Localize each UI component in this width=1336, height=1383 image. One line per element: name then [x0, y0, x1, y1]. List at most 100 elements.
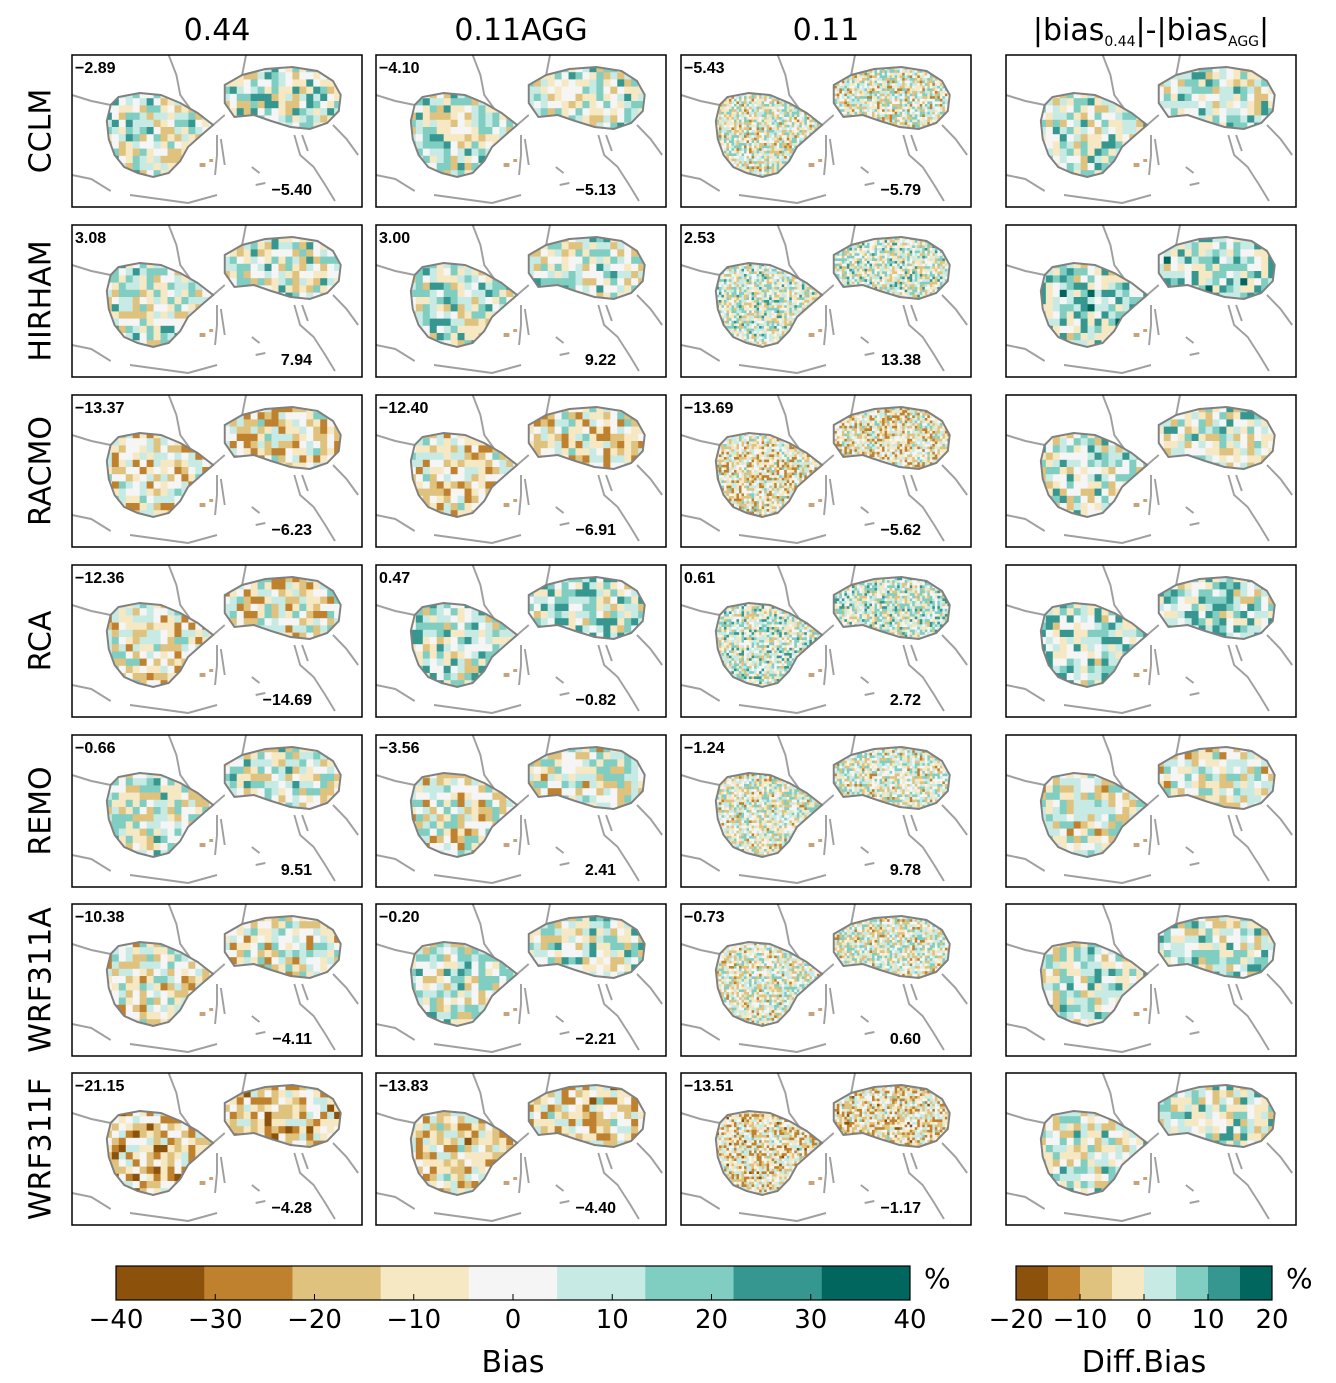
grid-cell: [195, 177, 202, 185]
grid-cell: [741, 156, 745, 159]
grid-cell: [313, 72, 321, 80]
grid-cell: [1170, 101, 1178, 109]
grid-cell: [1184, 79, 1192, 87]
grid-cell: [111, 340, 120, 347]
grid-cell: [884, 78, 888, 81]
grid-cell: [816, 145, 820, 149]
grid-cell: [875, 130, 878, 133]
grid-cell: [794, 96, 798, 100]
grid-cell: [791, 132, 795, 136]
grid-cell: [764, 153, 767, 157]
grid-cell: [761, 117, 765, 120]
grid-cell: [153, 119, 161, 128]
grid-cell: [733, 98, 737, 102]
grid-cell: [834, 133, 837, 136]
grid-cell: [754, 114, 757, 118]
grid-cell: [869, 111, 873, 115]
grid-cell: [202, 304, 210, 312]
grid-cell: [779, 176, 783, 177]
grid-cell: [851, 124, 855, 128]
grid-cell: [892, 85, 895, 89]
grid-cell: [944, 78, 948, 81]
grid-cell: [834, 117, 838, 120]
grid-cell: [751, 93, 755, 97]
grid-cell: [429, 98, 437, 106]
grid-cell: [224, 271, 231, 279]
grid-cell: [715, 137, 717, 141]
grid-cell: [106, 112, 113, 121]
grid-cell: [327, 79, 335, 87]
grid-cell: [799, 156, 803, 159]
grid-cell: [257, 263, 265, 272]
grid-cell: [932, 93, 936, 97]
grid-cell: [839, 91, 843, 94]
grid-cell: [889, 85, 893, 89]
grid-cell: [841, 111, 845, 115]
grid-cell: [944, 75, 948, 79]
grid-cell: [804, 132, 808, 136]
grid-cell: [817, 179, 820, 182]
grid-cell: [582, 79, 590, 87]
grid-cell: [922, 98, 926, 102]
grid-cell: [932, 80, 936, 84]
grid-cell: [471, 134, 479, 142]
grid-cell: [779, 158, 783, 162]
grid-cell: [1136, 141, 1144, 149]
grid-cell: [922, 109, 926, 113]
grid-cell: [464, 163, 472, 171]
grid-cell: [464, 112, 472, 121]
grid-cell: [874, 127, 878, 129]
grid-cell: [299, 263, 307, 272]
grid-cell: [776, 106, 780, 110]
grid-cell: [229, 86, 238, 95]
grid-cell: [914, 78, 918, 81]
grid-cell: [721, 145, 725, 149]
grid-cell: [746, 140, 750, 144]
grid-cell: [776, 169, 780, 172]
grid-cell: [851, 80, 855, 84]
grid-cell: [715, 174, 717, 177]
grid-cell: [872, 106, 875, 110]
grid-cell: [899, 78, 903, 81]
grid-cell: [771, 156, 775, 159]
grid-cell: [410, 119, 417, 128]
grid-cell: [844, 109, 848, 113]
grid-cell: [1254, 108, 1262, 116]
grid-cell: [443, 134, 451, 142]
grid-cell: [799, 127, 803, 131]
grid-cell: [833, 72, 835, 76]
grid-cell: [791, 93, 795, 97]
grid-cell: [794, 119, 798, 123]
grid-cell: [947, 85, 950, 89]
grid-cell: [902, 111, 905, 115]
grid-cell: [739, 96, 742, 100]
grid-cell: [160, 304, 168, 312]
grid-cell: [739, 143, 742, 146]
grid-cell: [1247, 86, 1255, 95]
grid-cell: [879, 96, 883, 100]
grid-cell: [781, 127, 785, 131]
grid-cell: [776, 176, 780, 177]
grid-cell: [292, 101, 300, 109]
grid-cell: [799, 158, 803, 162]
grid-cell: [153, 263, 161, 269]
grid-cell: [781, 148, 785, 152]
grid-cell: [450, 98, 458, 106]
grid-cell: [801, 158, 805, 162]
grid-cell: [1261, 130, 1268, 138]
grid-cell: [561, 292, 569, 299]
grid-cell: [739, 137, 742, 141]
grid-cell: [285, 115, 293, 123]
grid-cell: [320, 86, 328, 95]
grid-cell: [499, 177, 506, 185]
grid-cell: [917, 98, 921, 102]
grid-cell: [278, 101, 286, 109]
grid-cell: [450, 268, 458, 276]
grid-cell: [889, 93, 893, 97]
grid-cell: [833, 124, 835, 128]
grid-cell: [739, 148, 742, 152]
grid-cell: [278, 300, 285, 308]
grid-cell: [422, 304, 431, 312]
grid-cell: [718, 156, 722, 159]
grid-cell: [794, 137, 798, 141]
